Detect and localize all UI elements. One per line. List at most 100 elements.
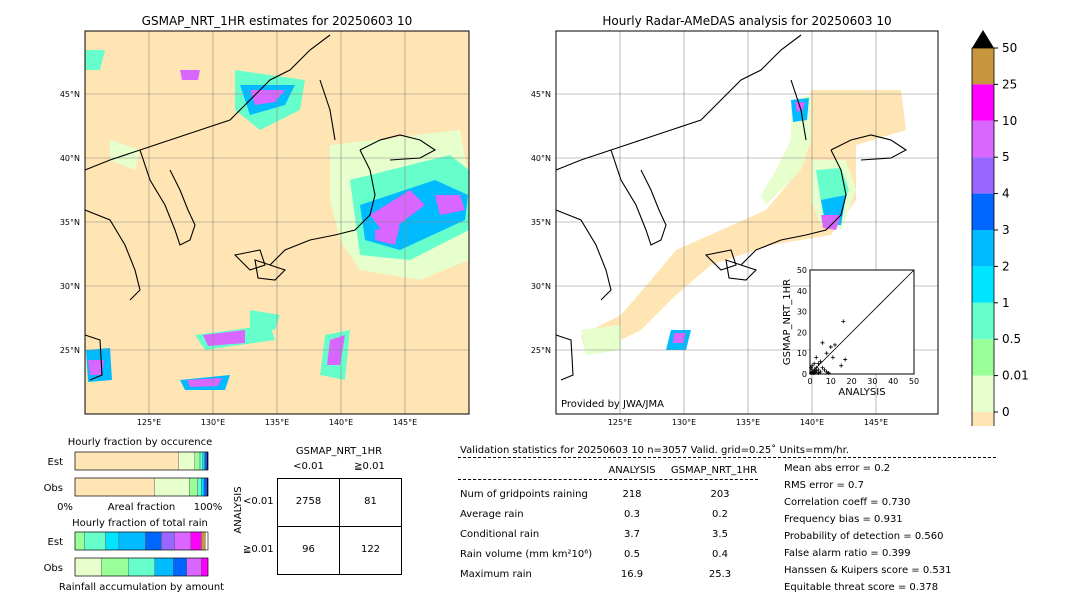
bar-segment [161,531,175,551]
stat-analysis: 218 [622,489,642,500]
scatter-point [812,361,817,366]
bar-segment [74,451,179,471]
right-grid-lines [556,31,938,414]
validation-divider [458,457,996,458]
colorbar-label: 2 [1002,259,1010,273]
scatter-point [824,369,829,374]
scatter-point [814,355,819,360]
bar-category-label: Est [48,537,64,548]
y-tick-label: 20 [797,328,807,337]
left-coastline [84,34,437,381]
stat-gsmap: 0.4 [712,549,728,560]
scatter-point [843,357,848,362]
colorbar-segment [972,266,994,303]
stat-gsmap: 25.3 [708,569,732,580]
bar-segment [174,531,191,551]
lon-tick: 145°E [393,418,417,427]
scatter-inset: 0 10 20 30 40 50 0 10 20 30 40 50 ANALYSIS GSMAP_NRT_… [782,266,919,398]
y-tick-label: 30 [797,308,807,317]
stat-analysis: 0.3 [624,509,640,520]
contingency-cell: 122 [360,544,381,555]
bar-frame [74,531,209,551]
scatter-point [832,342,837,347]
scatter-point [816,370,821,375]
bar-segment [186,557,202,577]
bar-frame [74,477,209,497]
contingency-row-label: <0.01 [243,496,274,507]
scatter-point [818,369,823,374]
score-line: RMS error = 0.7 [784,480,864,491]
colorbar-label: 0.5 [1002,332,1021,346]
x-tick-label: 0 [807,377,812,386]
left-grid-lines [85,31,469,414]
left-lat-ticks: 45°N 40°N 35°N 30°N 25°N [60,90,80,355]
col-analysis: ANALYSIS [608,465,656,476]
lon-tick: 140°E [329,418,353,427]
contingency-row-label: ≧0.01 [243,544,274,555]
bar-frame [74,557,209,577]
right-map: Provided by JWA/JMA 45°N 40°N 35°N 30°N … [531,30,939,427]
colorbar-label: 3 [1002,223,1010,237]
y-tick-label: 40 [797,287,807,296]
y-tick-label: 50 [797,266,807,275]
bar-segment [74,531,85,551]
left-lon-ticks: 125°E 130°E 135°E 140°E 145°E [137,418,417,427]
lat-tick: 35°N [60,218,80,227]
contingency-col-label: <0.01 [293,461,324,472]
lon-tick: 145°E [864,418,888,427]
lat-tick: 30°N [531,282,551,291]
scatter-point [822,367,827,372]
lon-tick: 130°E [201,418,225,427]
x-tick-label: 20 [847,377,857,386]
lat-tick: 40°N [531,154,551,163]
scatter-point [820,365,825,370]
bar-segment [173,557,187,577]
bar-segment [154,557,174,577]
bar-segment [201,477,205,497]
right-coastline [555,34,908,381]
right-precip-patches [581,90,906,355]
colorbar-label: 10 [1002,114,1017,128]
bar-segment [74,477,156,497]
bar-category-label: Obs [44,483,63,494]
bar-segment [178,451,195,471]
colorbar: 50 25 10 5 4 3 2 1 0.5 0.01 0 [971,30,1029,426]
bar-category-label: Est [48,457,64,468]
lon-tick: 125°E [137,418,161,427]
lat-tick: 40°N [60,154,80,163]
colorbar-segment [972,84,994,121]
scatter-point [828,344,833,349]
bar-segment [197,477,202,497]
contingency-cell: 2758 [295,496,322,507]
y-tick-label: 10 [797,349,807,358]
stat-analysis: 3.7 [624,529,640,540]
right-lat-ticks: 45°N 40°N 35°N 30°N 25°N [531,90,551,355]
colorbar-segment [972,302,994,340]
colorbar-segment [972,375,994,412]
bar-segment [201,531,206,551]
lat-tick: 25°N [531,346,551,355]
x-axis-label: ANALYSIS [838,387,885,398]
score-line: Frequency bias = 0.931 [784,514,903,525]
colorbar-segment [972,230,994,267]
scatter-point [818,359,823,364]
x-tick-label: 100% [194,502,223,513]
scatter-point [810,367,815,372]
bar-segment [190,531,202,551]
contingency-col-label: ≧0.01 [354,461,385,472]
bar-segment [105,531,120,551]
colorbar-label: 1 [1002,296,1010,310]
lon-tick: 140°E [800,418,824,427]
x-tick-label: 40 [888,377,898,386]
lat-tick: 45°N [60,90,80,99]
colorbar-label: 5 [1002,150,1010,164]
score-line: Mean abs error = 0.2 [784,463,891,474]
colorbar-segment [972,48,994,85]
contingency-cell: 96 [302,544,315,555]
x-tick-label: 50 [909,377,919,386]
lon-tick: 135°E [265,418,289,427]
bar-segment [189,477,198,497]
colorbar-segment [972,339,994,376]
x-tick-label: 0% [57,502,73,513]
provider-credit: Provided by JWA/JMA [561,399,664,410]
